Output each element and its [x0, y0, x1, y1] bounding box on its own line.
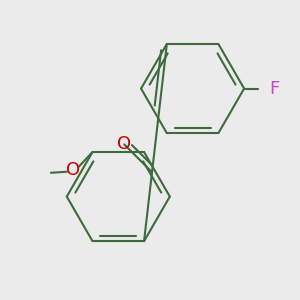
- Text: F: F: [269, 80, 279, 98]
- Text: O: O: [66, 161, 80, 179]
- Text: O: O: [117, 135, 131, 153]
